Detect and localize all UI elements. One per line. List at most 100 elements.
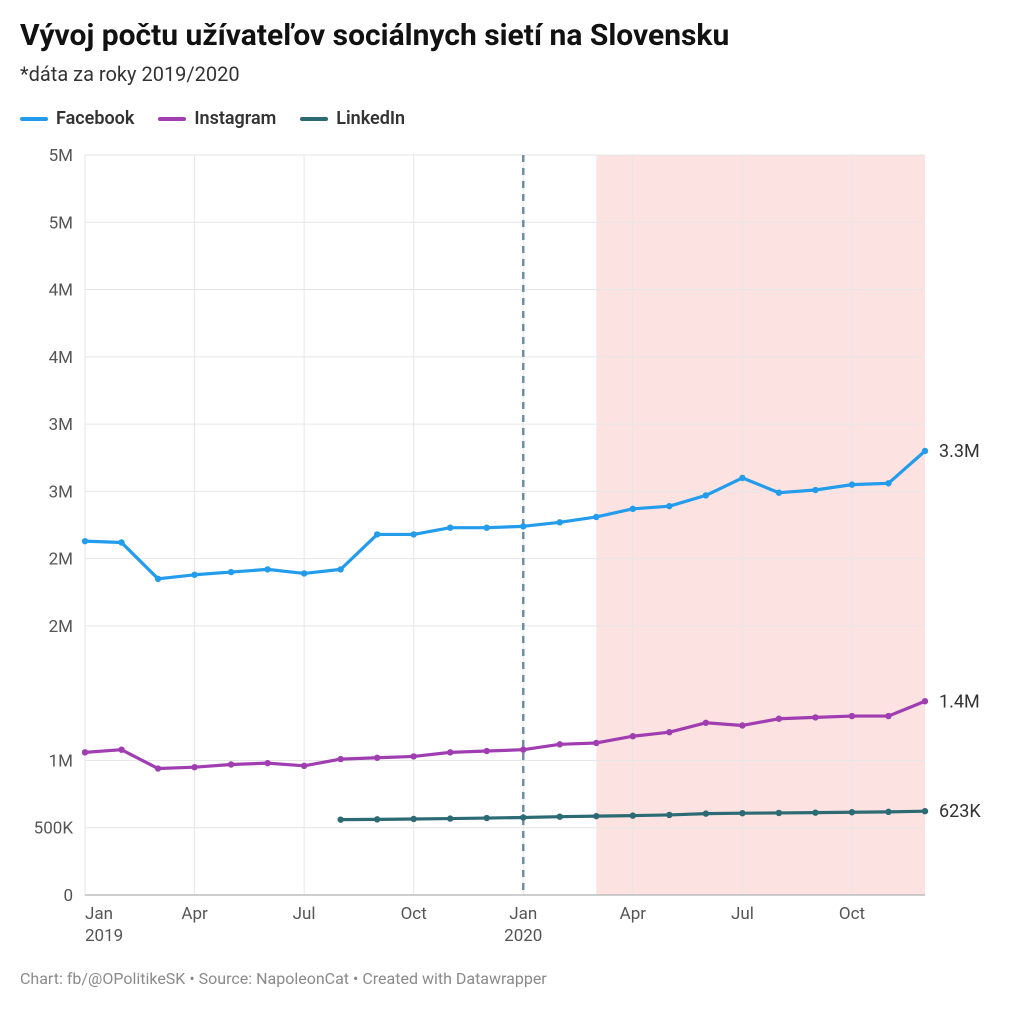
series-marker-instagram: [374, 755, 380, 761]
series-marker-linkedin: [557, 813, 563, 819]
chart-area: 0500K1M2M2M3M3M4M4M5M5MJan2019AprJulOctJ…: [20, 145, 1004, 945]
series-marker-instagram: [557, 741, 563, 747]
series-marker-instagram: [703, 720, 709, 726]
series-marker-instagram: [484, 748, 490, 754]
series-marker-instagram: [666, 729, 672, 735]
series-marker-facebook: [703, 492, 709, 498]
series-marker-instagram: [155, 765, 161, 771]
series-marker-linkedin: [739, 810, 745, 816]
series-marker-linkedin: [849, 809, 855, 815]
y-tick-label: 5M: [49, 213, 73, 233]
series-marker-facebook: [337, 566, 343, 572]
x-tick-label: Oct: [401, 904, 427, 924]
series-marker-instagram: [885, 713, 891, 719]
series-marker-linkedin: [630, 812, 636, 818]
series-marker-instagram: [812, 714, 818, 720]
chart-title: Vývoj počtu užívateľov sociálnych sietí …: [20, 18, 1004, 54]
series-marker-instagram: [410, 753, 416, 759]
series-marker-instagram: [630, 733, 636, 739]
series-marker-linkedin: [520, 814, 526, 820]
series-marker-facebook: [82, 538, 88, 544]
legend-item-instagram: Instagram: [158, 108, 276, 129]
series-marker-linkedin: [410, 816, 416, 822]
series-marker-instagram: [593, 740, 599, 746]
series-marker-linkedin: [484, 815, 490, 821]
chart-footer: Chart: fb/@OPolitikeSK • Source: Napoleo…: [20, 969, 1004, 988]
x-tick-label: Apr: [620, 904, 647, 924]
series-marker-linkedin: [593, 813, 599, 819]
x-tick-label: Oct: [839, 904, 865, 924]
series-marker-facebook: [739, 475, 745, 481]
series-marker-instagram: [264, 760, 270, 766]
series-marker-facebook: [776, 490, 782, 496]
series-marker-instagram: [82, 749, 88, 755]
y-tick-label: 500K: [34, 819, 74, 839]
series-marker-instagram: [520, 746, 526, 752]
series-marker-facebook: [593, 514, 599, 520]
series-marker-linkedin: [703, 810, 709, 816]
series-marker-facebook: [191, 572, 197, 578]
series-marker-linkedin: [374, 816, 380, 822]
series-marker-instagram: [447, 749, 453, 755]
y-tick-label: 4M: [49, 281, 73, 301]
series-marker-facebook: [520, 523, 526, 529]
series-marker-linkedin: [885, 809, 891, 815]
legend-label-facebook: Facebook: [56, 108, 134, 129]
series-marker-linkedin: [812, 809, 818, 815]
legend-item-linkedin: LinkedIn: [300, 108, 405, 129]
series-marker-facebook: [374, 531, 380, 537]
series-marker-linkedin: [776, 810, 782, 816]
y-tick-label: 4M: [49, 348, 73, 368]
legend-item-facebook: Facebook: [20, 108, 134, 129]
legend-label-instagram: Instagram: [194, 108, 276, 129]
legend-swatch-facebook: [20, 117, 48, 121]
series-marker-facebook: [264, 566, 270, 572]
legend-label-linkedin: LinkedIn: [336, 108, 405, 129]
series-marker-facebook: [447, 524, 453, 530]
series-marker-instagram: [776, 716, 782, 722]
series-marker-linkedin: [666, 812, 672, 818]
series-marker-facebook: [557, 519, 563, 525]
series-marker-facebook: [118, 539, 124, 545]
x-tick-label: Jan: [509, 904, 537, 924]
y-tick-label: 3M: [49, 482, 73, 502]
series-marker-facebook: [410, 531, 416, 537]
series-marker-linkedin: [337, 816, 343, 822]
highlight-band: [596, 155, 925, 895]
series-marker-facebook: [812, 487, 818, 493]
x-tick-label: Jan: [85, 904, 113, 924]
series-marker-instagram: [301, 763, 307, 769]
y-tick-label: 2M: [49, 550, 73, 570]
series-marker-facebook: [155, 576, 161, 582]
y-tick-label: 5M: [49, 146, 73, 166]
series-end-label-linkedin: 623K: [939, 801, 981, 822]
y-tick-label: 3M: [49, 415, 73, 435]
chart-subtitle: *dáta za roky 2019/2020: [20, 62, 1004, 86]
series-marker-instagram: [849, 713, 855, 719]
legend-swatch-linkedin: [300, 117, 328, 121]
x-year-label: 2019: [85, 926, 123, 945]
series-end-label-instagram: 1.4M: [939, 691, 980, 712]
series-marker-instagram: [337, 756, 343, 762]
series-marker-linkedin: [447, 815, 453, 821]
chart-svg: 0500K1M2M2M3M3M4M4M5M5MJan2019AprJulOctJ…: [20, 145, 1004, 945]
series-marker-facebook: [666, 503, 672, 509]
series-marker-facebook: [630, 506, 636, 512]
series-marker-instagram: [228, 761, 234, 767]
x-tick-label: Jul: [293, 904, 316, 924]
y-tick-label: 2M: [49, 617, 73, 637]
series-marker-facebook: [885, 480, 891, 486]
series-marker-instagram: [922, 698, 928, 704]
series-marker-instagram: [118, 746, 124, 752]
x-year-label: 2020: [504, 926, 542, 945]
x-tick-label: Apr: [181, 904, 208, 924]
series-marker-facebook: [922, 448, 928, 454]
x-tick-label: Jul: [731, 904, 754, 924]
legend: Facebook Instagram LinkedIn: [20, 108, 1004, 129]
series-end-label-facebook: 3.3M: [939, 441, 980, 462]
series-marker-facebook: [301, 570, 307, 576]
series-marker-linkedin: [922, 808, 928, 814]
y-tick-label: 0: [63, 886, 73, 906]
legend-swatch-instagram: [158, 117, 186, 121]
series-marker-instagram: [191, 764, 197, 770]
